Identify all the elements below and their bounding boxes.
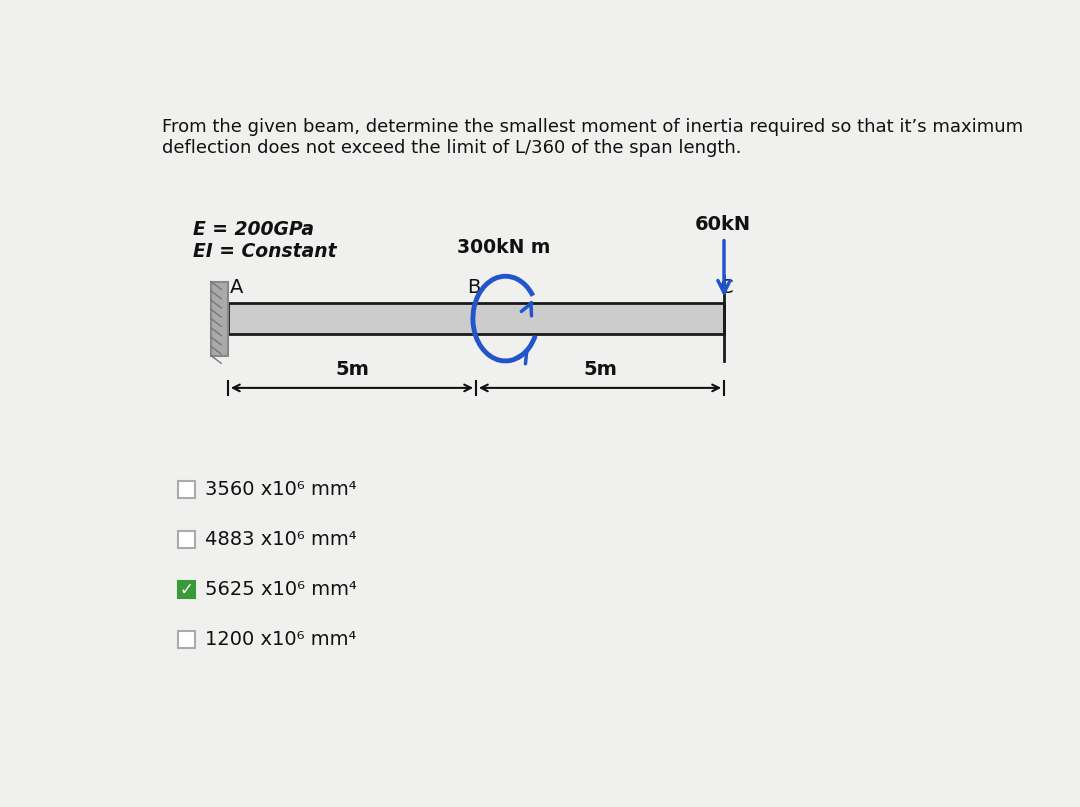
Text: deflection does not exceed the limit of L/360 of the span length.: deflection does not exceed the limit of … (162, 139, 742, 157)
Text: 4883 x10⁶ mm⁴: 4883 x10⁶ mm⁴ (205, 530, 356, 549)
Text: E = 200GPa: E = 200GPa (193, 220, 314, 239)
Text: B: B (467, 278, 481, 297)
Text: A: A (230, 278, 244, 297)
Bar (177, 631, 194, 648)
Text: 300kN m: 300kN m (458, 238, 551, 257)
Text: EI = Constant: EI = Constant (193, 241, 337, 261)
Text: C: C (720, 278, 733, 297)
Bar (211, 282, 228, 356)
Text: 5m: 5m (335, 360, 369, 378)
Text: 5m: 5m (583, 360, 617, 378)
Text: 5625 x10⁶ mm⁴: 5625 x10⁶ mm⁴ (205, 580, 356, 599)
Text: 1200 x10⁶ mm⁴: 1200 x10⁶ mm⁴ (205, 630, 356, 649)
Text: 3560 x10⁶ mm⁴: 3560 x10⁶ mm⁴ (205, 480, 356, 499)
Text: ✓: ✓ (179, 581, 193, 599)
Bar (228, 303, 724, 334)
Bar (177, 531, 194, 548)
Bar (177, 581, 194, 598)
Text: 60kN: 60kN (694, 215, 751, 234)
Bar (177, 481, 194, 498)
Text: From the given beam, determine the smallest moment of inertia required so that i: From the given beam, determine the small… (162, 119, 1023, 136)
